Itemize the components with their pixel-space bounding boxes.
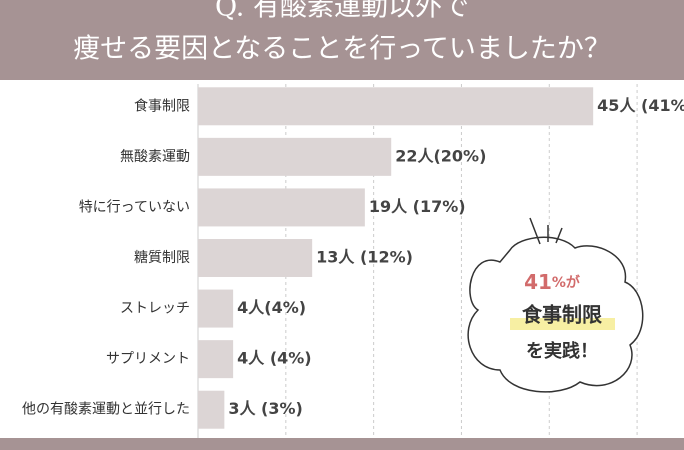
- y-tick-label: ストレッチ: [120, 301, 190, 317]
- y-tick-label: サプリメント: [106, 351, 190, 367]
- bar: [198, 239, 313, 277]
- data-label: 4人(4%): [237, 298, 306, 317]
- y-tick-label: 糖質制限: [134, 250, 190, 266]
- title-banner: [0, 0, 684, 80]
- bar: [198, 340, 234, 379]
- bar: [198, 137, 392, 176]
- y-tick-label: 他の有酸素運動と並行した: [22, 402, 190, 418]
- callout-number: 41: [524, 270, 552, 294]
- y-tick-label: 特に行っていない: [79, 199, 190, 215]
- callout-accent: [529, 217, 563, 245]
- callout-tail: を実践！: [526, 340, 598, 362]
- callout-line: 41%が: [524, 270, 581, 294]
- callout: 41%が 食事制限 を実践！: [467, 217, 644, 393]
- highlight: [510, 318, 615, 330]
- data-label: 3人 (3%): [228, 399, 303, 418]
- y-tick-label: 食事制限: [134, 97, 190, 114]
- callout-suffix: %が: [552, 274, 581, 291]
- data-label: 13人 (12%): [316, 248, 413, 267]
- bar: [198, 87, 594, 126]
- bar: [198, 390, 225, 429]
- data-label: 45人 (41%): [597, 96, 684, 115]
- data-label: 19人 (17%): [369, 197, 466, 216]
- callout-bubble: [467, 236, 644, 393]
- bar: [198, 289, 234, 328]
- data-label: 22人(20%): [395, 146, 486, 165]
- callout-highlight: 食事制限: [522, 303, 602, 327]
- footer-band: [0, 438, 684, 450]
- chart-title: Q. 有酸素運動以外で: [215, 0, 469, 23]
- data-label: 4人 (4%): [237, 349, 311, 368]
- y-tick-label: 無酸素運動: [120, 149, 190, 165]
- chart-title: 痩せる要因となることを行っていましたか？: [73, 34, 611, 65]
- bar: [198, 188, 365, 227]
